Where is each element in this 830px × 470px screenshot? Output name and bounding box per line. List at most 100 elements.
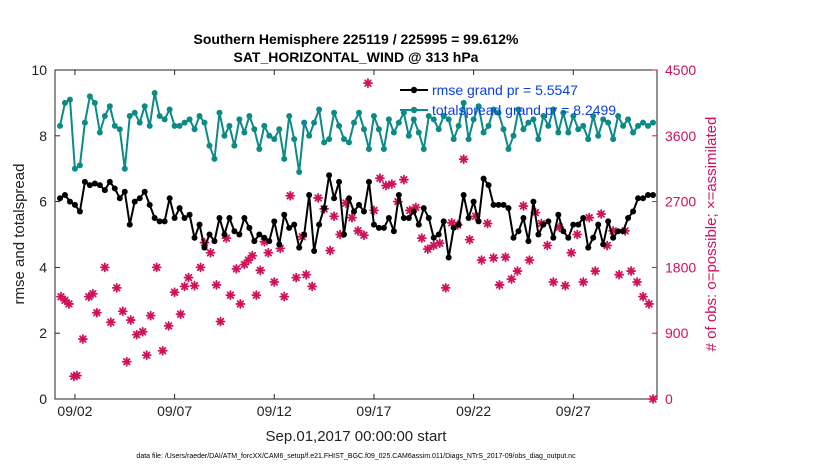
legend-rmse: rmse grand pr = 5.5547 <box>432 82 578 98</box>
totalspread-point <box>126 113 133 120</box>
obs-point <box>231 263 242 274</box>
totalspread-point <box>196 113 203 120</box>
totalspread-point <box>530 116 537 123</box>
totalspread-point <box>475 103 482 110</box>
totalspread-point <box>61 99 68 106</box>
rmse-point <box>56 195 63 202</box>
y-axis-left-label: rmse and totalspread <box>11 164 28 305</box>
rmse-point <box>485 182 492 189</box>
y-axis-right-label: # of obs: o=possible; ×=assimilated <box>703 117 720 352</box>
obs-point <box>363 78 373 89</box>
obs-point <box>524 255 535 265</box>
obs-point <box>169 287 180 298</box>
rmse-point <box>236 231 243 238</box>
obs-point <box>157 345 168 356</box>
totalspread-point <box>585 136 592 143</box>
rmse-point <box>455 221 462 228</box>
rmse-point <box>181 215 188 222</box>
rmse-point <box>480 175 487 182</box>
totalspread-point <box>346 139 353 146</box>
totalspread-point <box>495 109 502 116</box>
rmse-point <box>141 188 148 195</box>
obs-point <box>255 265 266 276</box>
obs-point <box>512 266 523 276</box>
obs-point <box>398 174 409 185</box>
x-tick-label: 09/17 <box>356 403 391 419</box>
obs-point <box>301 269 312 280</box>
rmse-point <box>605 218 612 225</box>
obs-point <box>560 280 571 291</box>
totalspread-point <box>101 113 108 120</box>
rmse-point <box>540 221 547 228</box>
rmse-point <box>146 201 153 208</box>
rmse-series <box>56 172 657 261</box>
totalspread-point <box>286 113 293 120</box>
obs-point <box>572 229 583 240</box>
rmse-point <box>231 228 238 235</box>
rmse-point <box>615 228 622 235</box>
rmse-point <box>500 201 507 208</box>
rmse-point <box>545 218 552 225</box>
obs-point <box>548 277 559 287</box>
rmse-point <box>221 231 228 238</box>
totalspread-point <box>415 129 422 136</box>
obs-point <box>488 252 499 263</box>
rmse-point <box>620 228 627 235</box>
totalspread-point <box>640 119 647 126</box>
obs-point <box>145 310 156 321</box>
totalspread-point <box>301 119 308 126</box>
totalspread-point <box>355 109 362 116</box>
totalspread-point <box>435 126 442 133</box>
rmse-point <box>550 234 557 241</box>
totalspread-point <box>136 119 143 126</box>
totalspread-point <box>191 126 198 133</box>
rmse-point <box>351 208 358 215</box>
totalspread-point <box>505 145 512 152</box>
rmse-point <box>530 198 537 205</box>
totalspread-point <box>116 126 123 133</box>
rmse-point <box>86 182 93 189</box>
obs-point <box>353 225 363 236</box>
x-tick-label: 09/07 <box>157 403 192 419</box>
legend: rmse grand pr = 5.5547 totalspread grand… <box>400 82 616 118</box>
rmse-point <box>171 215 178 222</box>
totalspread-point <box>226 122 233 129</box>
totalspread-point <box>360 126 367 133</box>
rmse-point <box>575 221 582 228</box>
y-right-tick-label: 0 <box>665 391 673 407</box>
rmse-point <box>390 228 397 235</box>
totalspread-point <box>231 142 238 149</box>
obs-point <box>476 255 487 265</box>
rmse-point <box>465 215 472 222</box>
obs-point <box>648 394 658 404</box>
totalspread-point <box>271 136 278 143</box>
totalspread-point <box>266 132 273 139</box>
rmse-point <box>331 195 338 202</box>
rmse-point <box>560 228 567 235</box>
rmse-point <box>445 254 452 261</box>
totalspread-point <box>550 106 557 113</box>
obs-point <box>518 201 529 211</box>
footnote: data file: /Users/raeder/DAI/ATM_forcXX/… <box>136 453 576 460</box>
obs-point <box>99 262 110 273</box>
obs-point <box>117 306 128 317</box>
rmse-point <box>570 221 577 228</box>
totalspread-point <box>241 129 248 136</box>
totalspread-point <box>316 106 323 113</box>
rmse-point <box>286 224 293 231</box>
rmse-point <box>91 180 98 187</box>
obs-point <box>211 280 222 290</box>
totalspread-point <box>181 119 188 126</box>
rmse-point <box>136 195 143 202</box>
obs-point <box>105 317 116 328</box>
totalspread-point <box>96 129 103 136</box>
obs-point <box>195 262 206 273</box>
totalspread-point <box>595 132 602 139</box>
rmse-point <box>555 211 562 218</box>
rmse-point <box>216 215 223 222</box>
rmse-point <box>475 218 482 225</box>
rmse-point <box>206 231 213 238</box>
rmse-point <box>370 221 377 228</box>
y-right-tick-label: 2700 <box>665 194 696 210</box>
totalspread-point <box>500 126 507 133</box>
